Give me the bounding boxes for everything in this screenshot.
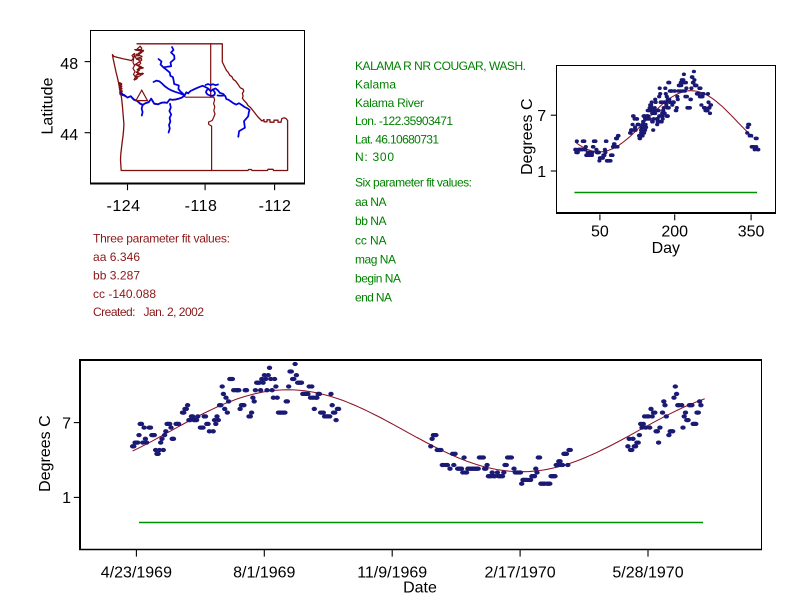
svg-text:bb 3.287: bb 3.287: [93, 269, 140, 283]
svg-text:50: 50: [591, 224, 609, 241]
svg-text:48: 48: [60, 56, 78, 73]
svg-text:1: 1: [62, 490, 71, 507]
svg-text:7: 7: [537, 108, 546, 125]
svg-text:44: 44: [60, 127, 78, 144]
svg-text:-124: -124: [106, 198, 140, 215]
svg-text:-118: -118: [185, 198, 218, 215]
svg-text:7: 7: [62, 415, 71, 432]
svg-text:aa 6.346: aa 6.346: [93, 250, 140, 264]
svg-text:4/23/1969: 4/23/1969: [101, 565, 172, 582]
svg-text:-112: -112: [259, 198, 292, 215]
svg-text:aa NA: aa NA: [355, 195, 387, 209]
svg-text:KALAMA R NR COUGAR, WASH.: KALAMA R NR COUGAR, WASH.: [355, 59, 526, 73]
svg-text:Degrees C: Degrees C: [37, 415, 54, 491]
svg-text:Kalama: Kalama: [355, 77, 396, 91]
svg-text:Created: Jan. 2, 2002: Created: Jan. 2, 2002: [93, 305, 204, 319]
svg-text:Six parameter fit values:: Six parameter fit values:: [355, 176, 472, 190]
svg-text:begin NA: begin NA: [355, 272, 401, 286]
svg-text:Degrees C: Degrees C: [519, 98, 536, 174]
svg-text:11/9/1969: 11/9/1969: [357, 565, 427, 582]
svg-text:5/28/1970: 5/28/1970: [612, 565, 683, 582]
svg-text:1: 1: [537, 164, 546, 181]
svg-text:Latitude: Latitude: [39, 77, 56, 134]
svg-text:200: 200: [661, 224, 688, 241]
svg-text:Three parameter fit values:: Three parameter fit values:: [93, 232, 230, 246]
svg-text:Date: Date: [403, 580, 437, 597]
svg-text:N: 300: N: 300: [355, 150, 394, 164]
svg-text:8/1/1969: 8/1/1969: [233, 565, 295, 582]
svg-text:cc NA: cc NA: [355, 233, 387, 247]
svg-text:Day: Day: [652, 240, 680, 257]
svg-text:Lat. 46.10680731: Lat. 46.10680731: [355, 133, 439, 147]
svg-text:bb NA: bb NA: [355, 214, 387, 228]
svg-text:2/17/1970: 2/17/1970: [485, 565, 556, 582]
svg-text:350: 350: [738, 224, 765, 241]
svg-text:end NA: end NA: [355, 291, 392, 305]
svg-text:Lon. -122.35903471: Lon. -122.35903471: [355, 114, 453, 128]
svg-text:Kalama River: Kalama River: [355, 96, 424, 110]
svg-text:cc -140.088: cc -140.088: [93, 287, 156, 301]
svg-text:mag NA: mag NA: [355, 252, 396, 266]
